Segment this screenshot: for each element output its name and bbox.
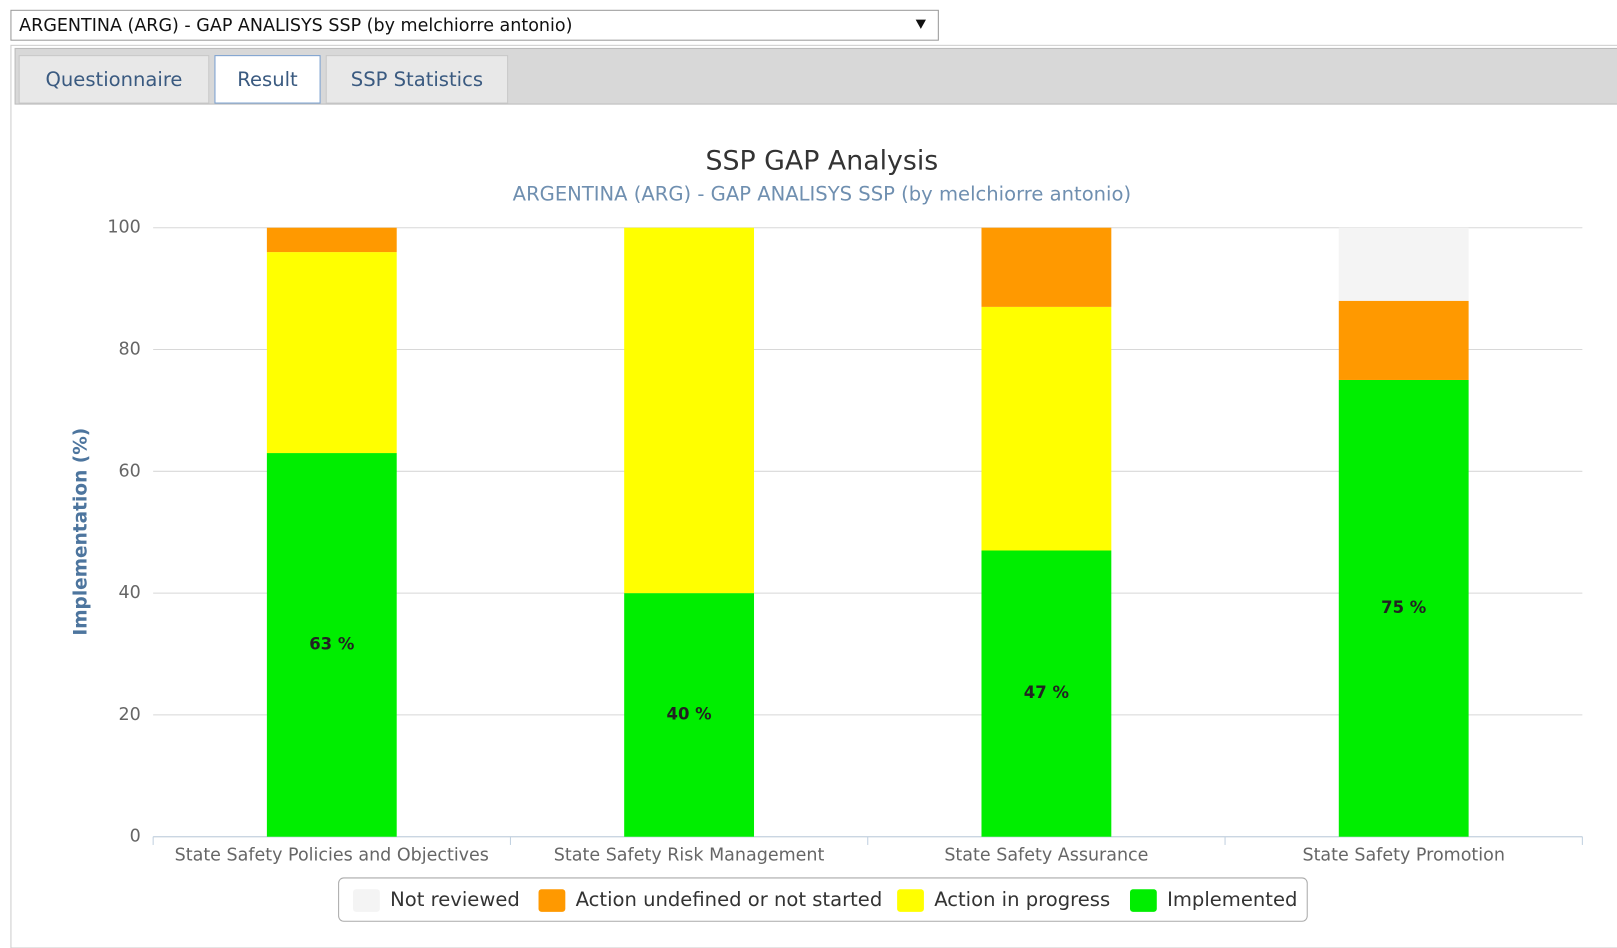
chart-subtitle: ARGENTINA (ARG) - GAP ANALISYS SSP (by m…	[513, 182, 1131, 205]
x-tick-label: State Safety Promotion	[1302, 845, 1504, 865]
tab-label: SSP Statistics	[351, 68, 483, 91]
y-tick-label: 80	[118, 340, 140, 360]
x-tick-label: State Safety Assurance	[944, 845, 1148, 865]
legend-box	[338, 877, 1308, 922]
bar-segment	[1338, 300, 1469, 380]
tab[interactable]	[325, 55, 509, 104]
legend-label: Implemented	[1167, 888, 1297, 911]
bar-segment	[1338, 379, 1469, 837]
y-tick-label: 60	[118, 461, 140, 481]
bar-segment	[266, 252, 397, 454]
dropdown[interactable]	[10, 9, 939, 41]
legend-swatch	[897, 889, 924, 912]
y-axis-title: Implementation (%)	[71, 428, 92, 636]
y-tick-label: 100	[107, 218, 140, 238]
legend-label: Action undefined or not started	[576, 888, 883, 911]
y-tick-label: 20	[118, 705, 140, 725]
bar-segment	[981, 550, 1112, 837]
x-tick-label: State Safety Policies and Objectives	[175, 845, 489, 865]
y-tick-label: 40	[118, 583, 140, 603]
data-label: 47 %	[1024, 683, 1069, 702]
x-tick-label: State Safety Risk Management	[554, 845, 825, 865]
data-label: 75 %	[1381, 598, 1426, 617]
bar-segment	[624, 593, 755, 837]
legend-label: Not reviewed	[390, 888, 520, 911]
legend-swatch	[538, 889, 566, 912]
chart: 0 20 40 60 80 100 State Safety Policies and Ob…	[107, 218, 1583, 922]
chart-title: SSP GAP Analysis	[706, 145, 939, 176]
bar-segment	[1338, 227, 1469, 301]
legend-label: Action in progress	[934, 888, 1110, 911]
data-label: 40 %	[667, 704, 712, 723]
bar-segment	[981, 227, 1112, 307]
legend-swatch	[353, 889, 380, 912]
bar-segment	[266, 453, 397, 837]
bar-segment	[266, 227, 397, 253]
y-tick-label: 0	[130, 827, 141, 847]
data-label: 63 %	[309, 634, 354, 653]
bar-segment	[981, 306, 1112, 551]
tab-active[interactable]	[214, 55, 321, 104]
tab-label: Result	[237, 68, 298, 91]
tab-label: Questionnaire	[46, 68, 183, 91]
tab[interactable]	[18, 55, 210, 104]
legend-swatch	[1129, 889, 1157, 912]
bar-segment	[624, 227, 755, 594]
dropdown-arrow[interactable]	[915, 19, 926, 29]
dropdown-text: ARGENTINA (ARG) - GAP ANALISYS SSP (by m…	[19, 16, 572, 36]
